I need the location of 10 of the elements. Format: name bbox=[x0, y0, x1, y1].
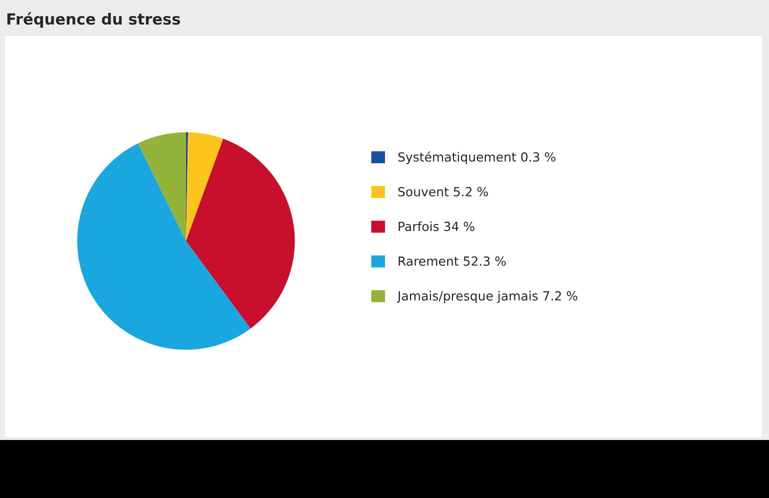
legend-label: Parfois 34 % bbox=[398, 221, 474, 232]
legend-label: Rarement 52.3 % bbox=[398, 256, 506, 266]
legend-label: Souvent 5.2 % bbox=[398, 186, 488, 196]
pie-slice bbox=[138, 132, 186, 241]
legend-label: Jamais/presque jamais 7.2 % bbox=[396, 290, 578, 303]
chart-title: Fréquence du stress bbox=[7, 12, 180, 28]
pie-slice bbox=[186, 138, 295, 329]
pie-slice bbox=[77, 143, 251, 350]
pie-slice bbox=[186, 132, 224, 241]
legend-label: Systématiquement 0.3 % bbox=[398, 152, 556, 164]
